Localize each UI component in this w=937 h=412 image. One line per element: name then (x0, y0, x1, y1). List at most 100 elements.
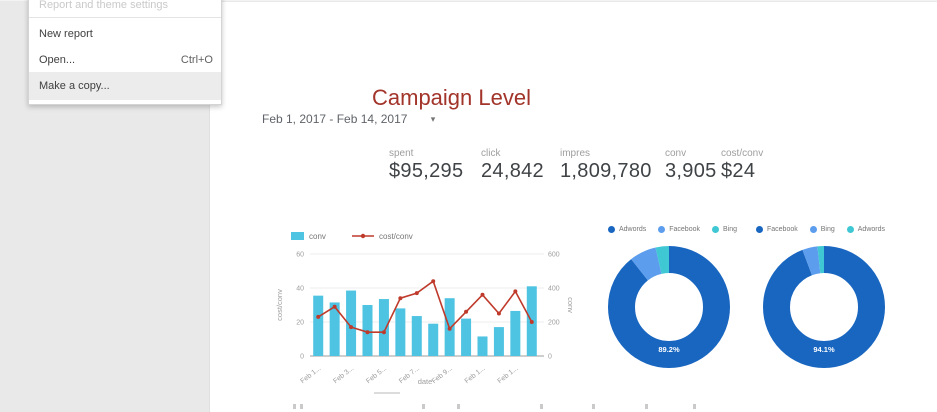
svg-text:400: 400 (548, 286, 560, 293)
scorecard-value: $24 (721, 160, 756, 182)
scorecard-value: $95,295 (389, 160, 464, 182)
svg-text:200: 200 (548, 320, 560, 327)
cutoff-content-mark (300, 404, 303, 409)
legend-label-conv: conv (309, 232, 326, 241)
date-range-control[interactable]: Feb 1, 2017 - Feb 14, 2017 ▾ (262, 112, 435, 126)
svg-text:20: 20 (296, 320, 304, 327)
line-marker (464, 309, 469, 314)
left-axis-title: cost/conv (275, 289, 284, 321)
bar (428, 323, 439, 356)
menu-shortcut: Ctrl+O (180, 54, 213, 66)
legend-entry-adwords: Adwords (608, 226, 646, 233)
donut-slice-adwords (763, 246, 885, 368)
scorecard-cost-per-conv: cost/conv $24 (721, 148, 763, 183)
donut-percentage-label: 89.2% (658, 345, 680, 354)
svg-text:Feb 1...: Feb 1... (464, 365, 487, 385)
combo-chart-conv-costconv[interactable]: conv cost/conv 0 0 20 200 40 400 60 600 Feb 1... Fe… (272, 226, 580, 394)
bar (346, 290, 357, 356)
scorecard-click: click 24,842 (481, 148, 544, 183)
legend-dot (846, 226, 854, 233)
combo-chart-svg: conv cost/conv 0 0 20 200 40 400 60 600 Feb 1... Fe… (275, 232, 575, 386)
legend-label: Bing (820, 226, 835, 233)
line-marker (316, 314, 321, 319)
line-marker (381, 330, 386, 335)
donut-chart-1[interactable]: 89.2% (601, 239, 737, 379)
menu-item-label: Make a copy... (39, 80, 110, 92)
bar (510, 310, 521, 356)
bar (313, 295, 324, 356)
bar (493, 327, 504, 356)
donut-chart-2[interactable]: 94.1% (756, 239, 892, 379)
menu-item-new-report[interactable]: New report (29, 20, 221, 48)
svg-text:Feb 3...: Feb 3... (332, 365, 355, 385)
line-series (317, 279, 533, 333)
line-marker (332, 304, 337, 309)
scorecard-label: click (481, 148, 501, 159)
donut-slice-facebook (763, 246, 885, 368)
donut-slice-bing (608, 246, 730, 368)
scorecard-conv: conv 3,905 (665, 148, 717, 183)
scorecard-label: cost/conv (721, 148, 764, 159)
svg-text:Feb 1...: Feb 1... (299, 365, 322, 385)
line-marker (529, 320, 534, 324)
file-menu-dropdown: Report and theme settings New report Ope… (28, 0, 222, 105)
cutoff-content-mark (592, 404, 595, 409)
donut1-legend: Adwords Facebook Bing (608, 226, 737, 233)
scorecard-label: impres (560, 148, 591, 159)
legend-label: Facebook (767, 226, 798, 233)
bar (378, 299, 389, 356)
scorecard-label: conv (665, 148, 687, 159)
line-marker (398, 296, 403, 301)
donut-percentage-label: 94.1% (813, 345, 835, 354)
svg-text:600: 600 (548, 252, 560, 259)
legend-label-costconv: cost/conv (379, 232, 413, 241)
bar (395, 308, 406, 356)
bar (477, 336, 488, 356)
menu-item-label: New report (39, 28, 93, 40)
date-range-text: Feb 1, 2017 - Feb 14, 2017 (262, 112, 408, 126)
report-title: Campaign Level (372, 85, 531, 110)
legend-entry-bing: Bing (809, 226, 835, 233)
scorecard-spent: spent $95,295 (389, 148, 463, 183)
line-marker (496, 311, 501, 316)
line-marker (447, 326, 452, 331)
legend-entry-facebook: Facebook (658, 226, 700, 233)
line-marker (431, 279, 436, 284)
cutoff-content-mark (374, 392, 400, 394)
donut2-legend: Facebook Bing Adwords (756, 226, 885, 233)
line-marker (414, 291, 419, 296)
svg-text:0: 0 (300, 354, 304, 361)
menu-item-open[interactable]: Open... Ctrl+O (29, 48, 221, 72)
cutoff-content-mark (540, 404, 543, 409)
scorecard-value: 24,842 (481, 160, 544, 182)
svg-text:0: 0 (548, 354, 552, 361)
legend-dot (809, 226, 817, 233)
legend-dot (658, 226, 666, 233)
legend-label: Facebook (669, 226, 700, 233)
line-marker (349, 325, 354, 330)
svg-text:Feb 1...: Feb 1... (497, 365, 520, 385)
legend-label: Adwords (857, 226, 885, 233)
chevron-down-icon: ▾ (430, 114, 436, 124)
legend-dot (756, 226, 763, 233)
scorecard-value: 3,905 (665, 160, 717, 182)
right-axis-title: conv (566, 297, 575, 313)
menu-item-label: Open... (39, 54, 76, 66)
line-marker (480, 292, 485, 297)
cutoff-content-mark (645, 404, 648, 409)
menu-separator (29, 17, 221, 18)
legend-entry-bing: Bing (711, 226, 737, 233)
legend-entry-facebook: Facebook (756, 226, 798, 233)
legend-dot (711, 226, 719, 233)
bar (329, 302, 340, 356)
donut-slice-adwords (608, 246, 730, 368)
bar (411, 316, 422, 356)
bar (461, 318, 472, 356)
scorecard-label: spent (389, 148, 414, 159)
svg-text:60: 60 (296, 252, 304, 259)
x-axis-title: date (418, 377, 433, 386)
svg-text:Feb 5...: Feb 5... (365, 365, 388, 385)
menu-item-make-a-copy[interactable]: Make a copy... (29, 72, 221, 100)
legend-label: Adwords (619, 226, 647, 233)
line-marker (365, 330, 370, 335)
